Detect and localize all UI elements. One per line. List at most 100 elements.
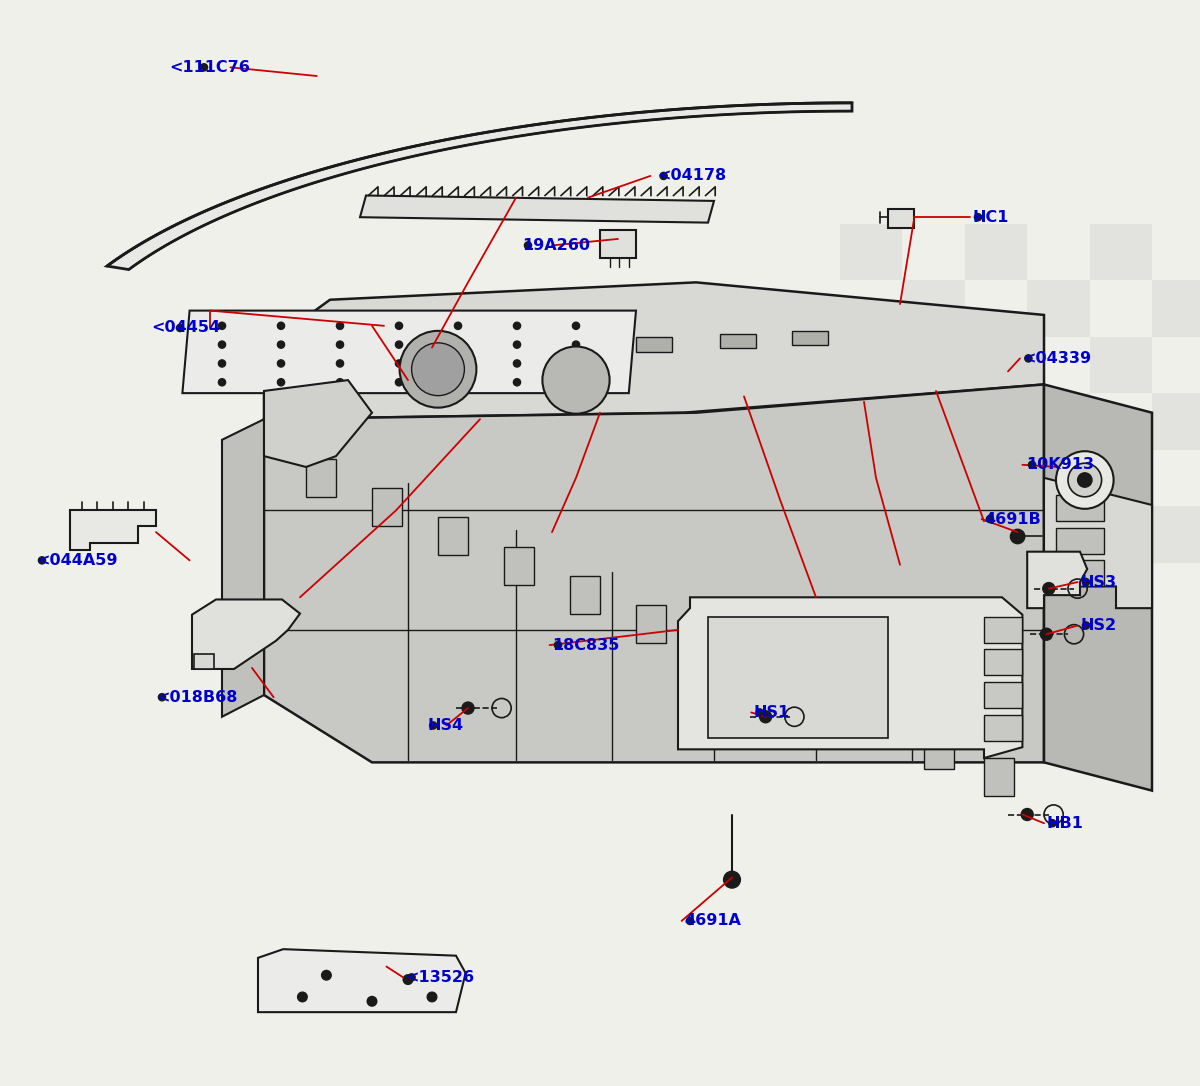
Circle shape: [336, 323, 343, 329]
Circle shape: [974, 214, 982, 220]
Polygon shape: [792, 331, 828, 345]
Circle shape: [218, 359, 226, 367]
Circle shape: [724, 871, 740, 888]
Circle shape: [572, 379, 580, 386]
Polygon shape: [852, 699, 882, 737]
Circle shape: [514, 359, 521, 367]
Circle shape: [336, 359, 343, 367]
Text: 19A260: 19A260: [522, 238, 590, 253]
Circle shape: [218, 341, 226, 349]
Polygon shape: [984, 617, 1022, 643]
Bar: [1090, 337, 1152, 393]
Polygon shape: [708, 617, 888, 738]
Circle shape: [1021, 808, 1033, 821]
Circle shape: [336, 341, 343, 349]
Circle shape: [427, 993, 437, 1001]
Circle shape: [455, 379, 462, 386]
Polygon shape: [780, 668, 810, 706]
Polygon shape: [107, 103, 852, 269]
Circle shape: [542, 346, 610, 414]
Polygon shape: [570, 576, 600, 614]
Bar: [1027, 280, 1090, 337]
Text: HB1: HB1: [1046, 816, 1084, 831]
Circle shape: [396, 359, 403, 367]
Circle shape: [1010, 529, 1025, 544]
Text: car parts: car parts: [522, 605, 713, 646]
Circle shape: [455, 359, 462, 367]
Circle shape: [514, 379, 521, 386]
Circle shape: [1043, 582, 1055, 595]
Bar: [1152, 280, 1200, 337]
Circle shape: [408, 974, 415, 981]
Bar: [902, 506, 965, 563]
Bar: [965, 450, 1027, 506]
Polygon shape: [372, 489, 402, 527]
Polygon shape: [264, 282, 1044, 419]
Polygon shape: [984, 682, 1022, 708]
Polygon shape: [636, 605, 666, 643]
Circle shape: [554, 642, 562, 648]
Text: HC1: HC1: [972, 210, 1008, 225]
Circle shape: [756, 709, 763, 716]
Circle shape: [218, 323, 226, 329]
Circle shape: [572, 359, 580, 367]
Circle shape: [322, 971, 331, 980]
Text: <04178: <04178: [658, 168, 727, 184]
Circle shape: [367, 997, 377, 1006]
Circle shape: [462, 702, 474, 715]
Text: HS4: HS4: [427, 718, 463, 733]
Circle shape: [1040, 628, 1052, 641]
Polygon shape: [1056, 528, 1104, 554]
Polygon shape: [984, 758, 1014, 796]
Bar: [965, 563, 1027, 619]
Text: 18C835: 18C835: [552, 637, 619, 653]
Bar: [902, 280, 965, 337]
Circle shape: [572, 323, 580, 329]
Circle shape: [660, 173, 667, 179]
Circle shape: [1028, 462, 1036, 468]
Circle shape: [1056, 451, 1114, 509]
Circle shape: [524, 242, 532, 249]
Circle shape: [412, 343, 464, 395]
Circle shape: [1078, 472, 1092, 488]
Bar: [1090, 563, 1152, 619]
Polygon shape: [438, 517, 468, 555]
Text: <044A59: <044A59: [36, 553, 118, 568]
Polygon shape: [1056, 495, 1104, 521]
Circle shape: [514, 323, 521, 329]
Circle shape: [396, 323, 403, 329]
Circle shape: [200, 64, 208, 71]
Bar: [965, 224, 1027, 280]
Polygon shape: [258, 949, 466, 1012]
Bar: [902, 393, 965, 450]
Circle shape: [277, 359, 284, 367]
Circle shape: [176, 325, 184, 331]
Circle shape: [1025, 355, 1032, 362]
Text: <13526: <13526: [406, 970, 475, 985]
Text: <111C76: <111C76: [169, 60, 251, 75]
Polygon shape: [1056, 560, 1104, 586]
Text: HS1: HS1: [754, 705, 790, 720]
Bar: [1152, 393, 1200, 450]
Circle shape: [514, 341, 521, 349]
Circle shape: [455, 341, 462, 349]
Circle shape: [218, 379, 226, 386]
Text: 10K913: 10K913: [1026, 457, 1094, 472]
Circle shape: [760, 710, 772, 723]
Circle shape: [400, 331, 476, 407]
Circle shape: [396, 379, 403, 386]
Polygon shape: [678, 597, 1022, 758]
Polygon shape: [264, 384, 1044, 762]
Polygon shape: [504, 546, 534, 584]
Text: HS2: HS2: [1080, 618, 1116, 633]
Text: <018B68: <018B68: [156, 690, 238, 705]
Text: HS3: HS3: [1080, 574, 1116, 590]
Circle shape: [1082, 622, 1090, 629]
Circle shape: [277, 379, 284, 386]
Bar: [840, 563, 902, 619]
Text: <04454: <04454: [151, 320, 221, 336]
Circle shape: [38, 557, 46, 564]
Circle shape: [1068, 464, 1102, 496]
Polygon shape: [984, 649, 1022, 675]
Bar: [1090, 450, 1152, 506]
